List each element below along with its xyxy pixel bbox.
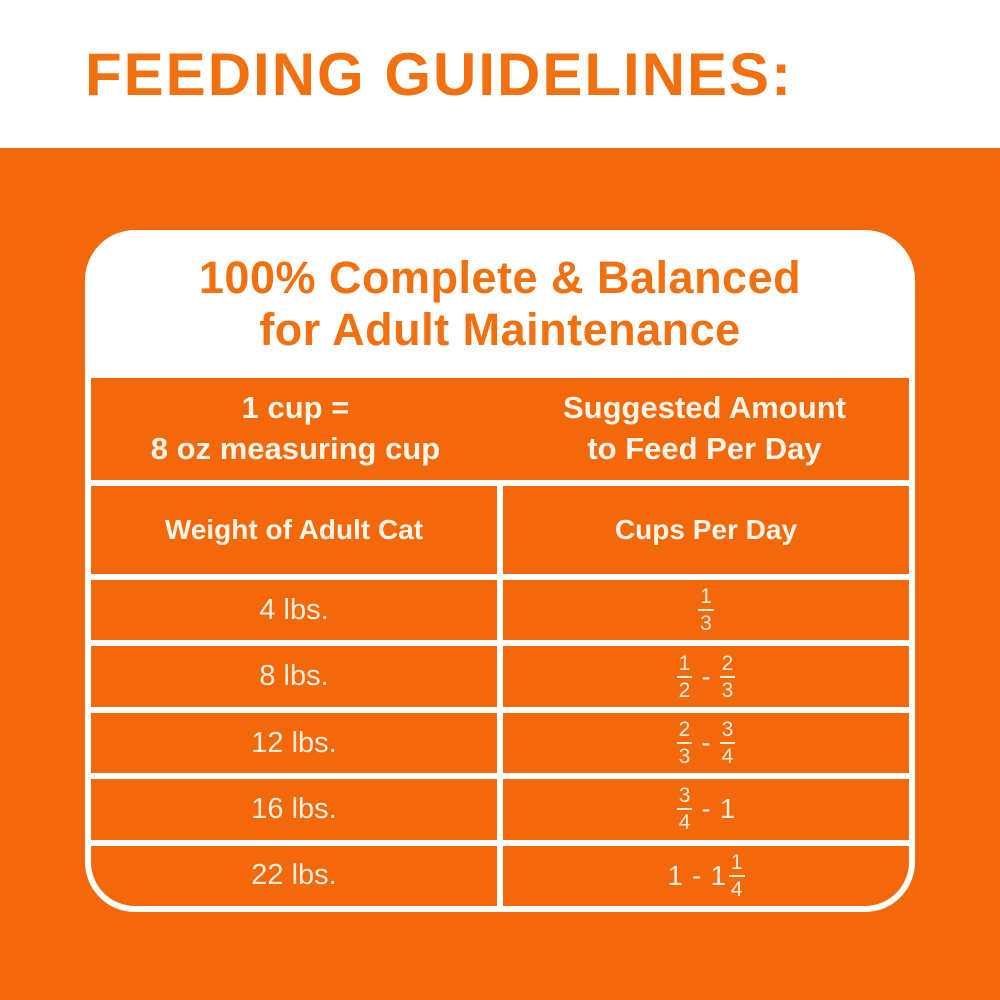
weight-column-header: Weight of Adult Cat [91,486,497,574]
weight-value: 12 lbs. [91,712,497,774]
fraction-numerator: 1 [698,585,714,612]
card-title-line2: for Adult Maintenance [259,304,741,355]
feeding-guidelines-card: 100% Complete & Balanced for Adult Maint… [85,230,915,912]
card-title-line1: 100% Complete & Balanced [198,252,802,304]
whole-number: 1 [667,859,683,891]
fraction-denominator: 3 [721,678,734,702]
page-title: FEEDING GUIDELINES: [85,40,794,108]
weight-value: 16 lbs. [91,779,497,840]
range-dash: - [701,727,711,759]
whole-number: 1 [719,793,736,825]
range-dash: - [691,859,702,891]
suggested-amount-header: Suggested Amount to Feed Per Day [500,378,909,480]
range-dash: - [701,660,711,692]
fraction-numerator: 2 [676,718,693,745]
weight-value: 4 lbs. [91,580,497,641]
column-header-row: Weight of Adult Cat Cups Per Day [91,486,909,574]
cup-definition-line2: 8 oz measuring cup [150,431,441,466]
whole-number: 1 [710,859,726,891]
fraction-denominator: 4 [721,745,734,769]
cup-definition-header: 1 cup = 8 oz measuring cup [91,378,500,480]
table-header-band: 1 cup = 8 oz measuring cup Suggested Amo… [91,378,909,480]
fraction-denominator: 3 [678,745,691,769]
fraction-denominator: 4 [678,811,691,835]
fraction-denominator: 2 [678,678,691,702]
fraction-numerator: 3 [719,718,736,745]
suggested-amount-line1: Suggested Amount [562,390,846,426]
suggested-amount-line2: to Feed Per Day [587,431,822,466]
fraction-numerator: 3 [676,784,693,811]
top-title-band: FEEDING GUIDELINES: [0,0,1000,148]
weight-value: 8 lbs. [91,646,497,707]
weight-value: 22 lbs. [91,845,497,907]
range-dash: - [701,793,711,825]
cup-definition-line1: 1 cup = [241,390,350,426]
fraction-denominator: 3 [700,612,712,636]
fraction-numerator: 2 [719,652,736,678]
fraction-numerator: 1 [676,652,693,678]
fraction-denominator: 4 [730,877,743,901]
fraction-numerator: 1 [728,851,745,877]
card-title: 100% Complete & Balanced for Adult Maint… [91,236,909,372]
cups-column-header: Cups Per Day [503,486,909,574]
